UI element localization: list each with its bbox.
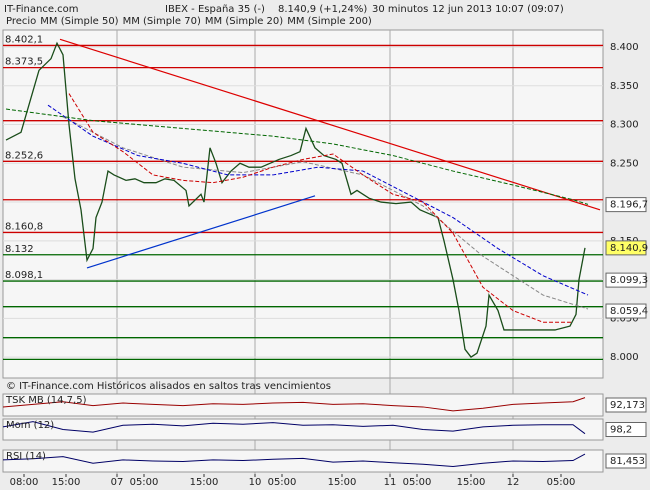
indicator-last-label: 98,2 [610, 425, 632, 436]
last-value-label: 8.196,7 [610, 200, 648, 211]
level-label: 8.160,8 [5, 221, 43, 232]
x-tick-label: 05:00 [547, 477, 576, 488]
x-tick-label: 10 [249, 477, 262, 488]
indicator-name: RSI (14) [6, 451, 46, 462]
site: IT-Finance.com [4, 4, 79, 15]
indicator-name: TSK MB (14,7,5) [5, 395, 87, 406]
indicator-name: Mom (12) [6, 420, 54, 431]
indicator-last-box [605, 422, 647, 437]
last-value-box [605, 303, 647, 319]
last-value-box [605, 240, 647, 256]
x-tick-label: 15:00 [457, 477, 486, 488]
last-value-label: 8.140,9 [610, 243, 648, 254]
y-tick-label: 8.350 [610, 81, 639, 92]
trendline [59, 38, 601, 211]
x-tick-label: 07 [111, 477, 124, 488]
indicator-panel [2, 393, 604, 417]
trendline [86, 195, 316, 269]
level-label: 8.098,1 [5, 270, 43, 281]
note: © IT-Finance.com Históricos alisados en … [6, 380, 331, 392]
last-value-label: 8.059,4 [610, 306, 648, 317]
indicator-last-box [605, 397, 647, 413]
instrument: IBEX - España 35 (-) [165, 4, 265, 15]
quote: 8.140,9 (+1,24%) [278, 4, 367, 15]
last-value-box [605, 197, 647, 213]
y-tick-label: 8.050 [610, 313, 639, 324]
series-line [5, 108, 589, 205]
level-label: 8.402,1 [5, 34, 43, 45]
legend-entry: MM (Simple 50) [40, 16, 118, 27]
x-tick-label: 15:00 [52, 477, 81, 488]
x-tick-label: 05:00 [268, 477, 297, 488]
y-tick-label: 8.250 [610, 158, 639, 169]
interval: 30 minutos [372, 4, 428, 15]
series-line [47, 104, 589, 296]
indicator-last-box [605, 453, 647, 469]
level-label: 8.132 [5, 244, 34, 255]
legend-entry: MM (Simple 20) [205, 16, 283, 27]
y-tick-label: 8.400 [610, 42, 639, 53]
last-value-label: 8.099,3 [610, 275, 648, 286]
x-tick-label: 05:00 [130, 477, 159, 488]
plot-area [2, 29, 604, 379]
legend-entry: MM (Simple 200) [287, 16, 372, 27]
level-label: 8.373,5 [5, 57, 43, 68]
indicator-last-label: 92,173 [610, 400, 645, 411]
x-tick-label: 12 [507, 477, 520, 488]
last-value-box [605, 272, 647, 288]
legend-entry: MM (Simple 70) [123, 16, 201, 27]
date: 12 jun 2013 10:07 (09:07) [432, 4, 564, 15]
legend-entry: Precio [6, 16, 36, 27]
indicator-panel [2, 418, 604, 441]
indicator-line [2, 453, 586, 468]
indicator-line [2, 397, 586, 412]
indicator-line [2, 421, 586, 435]
x-tick-label: 05:00 [403, 477, 432, 488]
level-label: 8.252,6 [5, 150, 43, 161]
series-line [5, 41, 586, 358]
x-tick-label: 08:00 [10, 477, 39, 488]
x-tick-label: 15:00 [190, 477, 219, 488]
series-line [68, 93, 573, 323]
y-tick-label: 8.300 [610, 120, 639, 131]
indicator-last-label: 81,453 [610, 456, 645, 467]
x-tick-label: 11 [384, 477, 397, 488]
y-tick-label: 8.000 [610, 352, 639, 363]
x-tick-label: 15:00 [328, 477, 357, 488]
